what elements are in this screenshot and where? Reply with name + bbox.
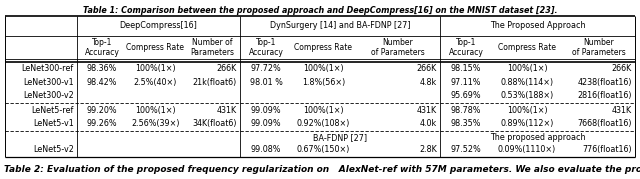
Text: 98.42%: 98.42%: [87, 78, 117, 87]
Text: 97.72%: 97.72%: [251, 64, 282, 73]
Text: AlexNet-ref with 57M parameters. We also evaluate the proposed fre: AlexNet-ref with 57M parameters. We also…: [320, 165, 640, 173]
Text: LeNet5-ref: LeNet5-ref: [31, 106, 74, 115]
Text: 431K: 431K: [417, 106, 437, 115]
Text: 2.8K: 2.8K: [419, 145, 437, 154]
Text: Top-1
Accuracy: Top-1 Accuracy: [84, 38, 120, 57]
Text: 98.78%: 98.78%: [451, 106, 481, 115]
Text: 98.36%: 98.36%: [87, 64, 117, 73]
Text: 2.56%(39×): 2.56%(39×): [131, 119, 180, 128]
Text: 100%(1×): 100%(1×): [135, 106, 176, 115]
Text: 0.67%(150×): 0.67%(150×): [297, 145, 350, 154]
Text: Compress Rate: Compress Rate: [127, 43, 184, 52]
Text: LeNet5-v2: LeNet5-v2: [33, 145, 74, 154]
Text: 34K(float6): 34K(float6): [193, 119, 237, 128]
Text: 266K: 266K: [612, 64, 632, 73]
Text: 1.8%(56×): 1.8%(56×): [302, 78, 345, 87]
Text: 431K: 431K: [612, 106, 632, 115]
Text: 21k(float6): 21k(float6): [193, 78, 237, 87]
Text: 2816(float16): 2816(float16): [577, 91, 632, 100]
Text: LeNet300-v1: LeNet300-v1: [24, 78, 74, 87]
Text: 100%(1×): 100%(1×): [303, 64, 344, 73]
Text: 97.52%: 97.52%: [451, 145, 481, 154]
Text: 99.26%: 99.26%: [86, 119, 117, 128]
Text: 100%(1×): 100%(1×): [303, 106, 344, 115]
Text: Top-1
Accuracy: Top-1 Accuracy: [449, 38, 483, 57]
Text: 100%(1×): 100%(1×): [507, 64, 547, 73]
Text: LeNet5-v1: LeNet5-v1: [33, 119, 74, 128]
Text: Number
of Parameters: Number of Parameters: [371, 38, 424, 57]
Text: 7668(float16): 7668(float16): [577, 119, 632, 128]
Text: 266K: 266K: [417, 64, 437, 73]
Text: 776(float16): 776(float16): [582, 145, 632, 154]
Text: 97.11%: 97.11%: [451, 78, 481, 87]
Text: Compress Rate: Compress Rate: [294, 43, 353, 52]
Text: 99.09%: 99.09%: [251, 106, 282, 115]
Text: 99.09%: 99.09%: [251, 119, 282, 128]
Text: Table 1: Comparison between the proposed approach and DeepCompress[16] on the MN: Table 1: Comparison between the proposed…: [83, 6, 557, 15]
Text: BA-FDNP [27]: BA-FDNP [27]: [313, 133, 367, 142]
Text: Table 2: Evaluation of the proposed frequency regularization on: Table 2: Evaluation of the proposed freq…: [4, 165, 329, 173]
Text: Compress Rate: Compress Rate: [498, 43, 556, 52]
Text: 99.20%: 99.20%: [86, 106, 117, 115]
Text: DeepCompress[16]: DeepCompress[16]: [120, 21, 197, 30]
Text: 98.01 %: 98.01 %: [250, 78, 282, 87]
Text: Number of
Parameters: Number of Parameters: [190, 38, 234, 57]
Text: 4.0k: 4.0k: [420, 119, 437, 128]
Text: LeNet300-ref: LeNet300-ref: [22, 64, 74, 73]
Text: 0.89%(112×): 0.89%(112×): [500, 119, 554, 128]
Text: 100%(1×): 100%(1×): [135, 64, 176, 73]
Text: The proposed approach: The proposed approach: [490, 133, 585, 142]
Text: 0.53%(188×): 0.53%(188×): [500, 91, 554, 100]
Text: LeNet300-v2: LeNet300-v2: [23, 91, 74, 100]
Text: 0.88%(114×): 0.88%(114×): [500, 78, 554, 87]
Text: 4238(float16): 4238(float16): [577, 78, 632, 87]
Text: 95.69%: 95.69%: [451, 91, 481, 100]
Text: Top-1
Accuracy: Top-1 Accuracy: [248, 38, 284, 57]
Text: DynSurgery [14] and BA-FDNP [27]: DynSurgery [14] and BA-FDNP [27]: [269, 21, 410, 30]
Text: 2.5%(40×): 2.5%(40×): [134, 78, 177, 87]
Text: 0.92%(108×): 0.92%(108×): [297, 119, 350, 128]
Text: 4.8k: 4.8k: [420, 78, 437, 87]
Text: 431K: 431K: [217, 106, 237, 115]
Text: 99.08%: 99.08%: [251, 145, 281, 154]
Text: 266K: 266K: [217, 64, 237, 73]
Text: The Proposed Approach: The Proposed Approach: [490, 21, 585, 30]
Text: 100%(1×): 100%(1×): [507, 106, 547, 115]
Text: 98.15%: 98.15%: [451, 64, 481, 73]
Text: Number
of Parameters: Number of Parameters: [572, 38, 625, 57]
Text: 98.35%: 98.35%: [451, 119, 481, 128]
Text: 0.09%(1110×): 0.09%(1110×): [498, 145, 556, 154]
